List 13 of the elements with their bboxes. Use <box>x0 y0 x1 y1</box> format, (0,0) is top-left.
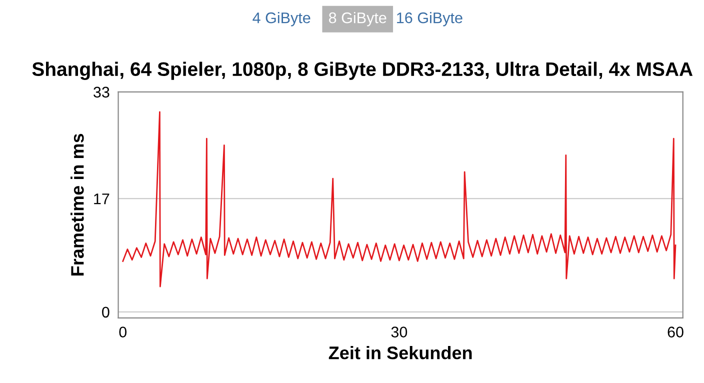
x-axis-title: Zeit in Sekunden <box>328 346 472 360</box>
x-tick-label: 30 <box>391 326 408 338</box>
chart-title: Shanghai, 64 Spieler, 1080p, 8 GiByte DDR3-2133, Ultra Detail, 4x MSAA <box>32 62 693 80</box>
x-tick-label: 0 <box>119 326 127 338</box>
text: 8 GiByte <box>329 12 386 26</box>
x-tick-label: 60 <box>668 326 684 338</box>
y-tick-label: 33 <box>94 86 110 98</box>
y-tick-label: 17 <box>94 194 110 204</box>
y-tick-label: 0 <box>102 306 110 318</box>
text: 4 GiByte <box>252 12 310 26</box>
y-axis-title: Frametime in ms <box>70 134 84 276</box>
line-series <box>122 111 676 288</box>
text: 16 GiByte <box>397 12 462 26</box>
